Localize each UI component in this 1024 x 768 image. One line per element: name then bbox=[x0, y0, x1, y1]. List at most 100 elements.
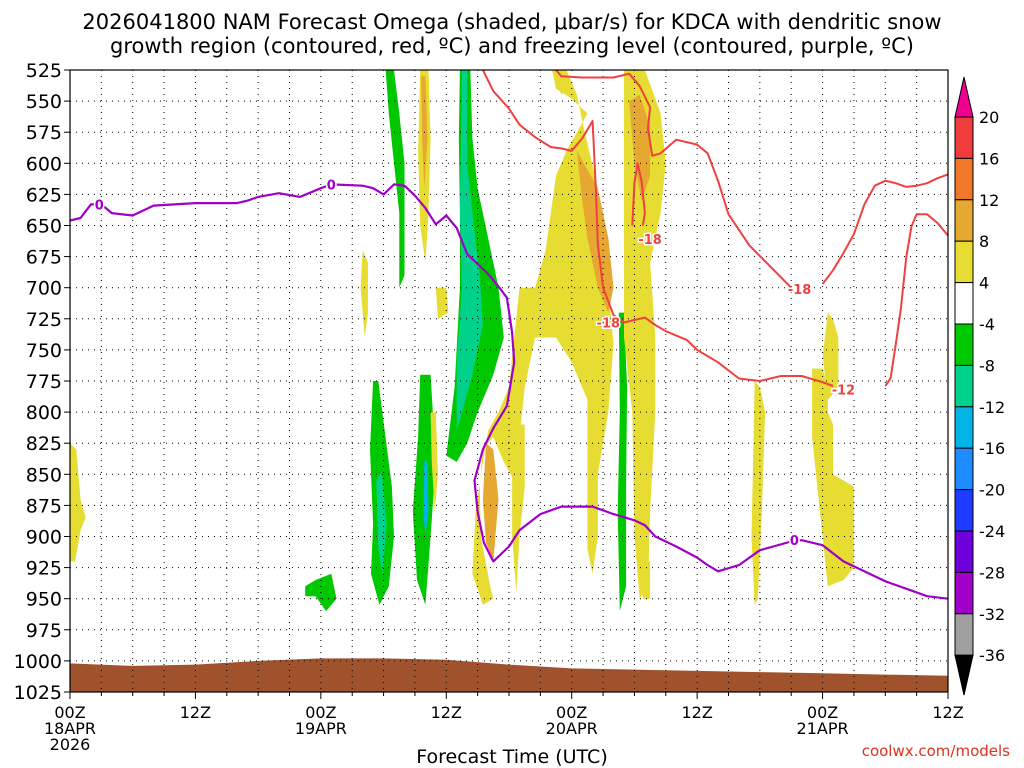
chart-title-line-2: growth region (contoured, red, ºC) and f… bbox=[110, 34, 914, 58]
colorbar-cap-top bbox=[954, 76, 974, 118]
colorbar-label: -8 bbox=[979, 356, 995, 375]
x-tick-label: 00Z bbox=[305, 703, 336, 722]
terrain-fill bbox=[70, 658, 948, 692]
omega-region-19 bbox=[435, 287, 449, 319]
colorbar: 20 16 12 8 4 -4 -8 -12 -16 -20 -24 -28 -32 -36 bbox=[954, 76, 1005, 696]
omega-region-13 bbox=[482, 443, 499, 562]
y-tick-label: 900 bbox=[26, 527, 62, 549]
colorbar-swatch bbox=[954, 489, 974, 532]
y-tick-label: 1000 bbox=[14, 651, 62, 673]
y-tick-label: 575 bbox=[26, 122, 62, 144]
colorbar-swatch bbox=[954, 116, 974, 159]
colorbar-swatch bbox=[954, 613, 974, 656]
colorbar-label: -20 bbox=[979, 481, 1005, 500]
colorbar-label: -12 bbox=[979, 398, 1005, 417]
isotherm-label: -18 bbox=[638, 233, 662, 248]
y-tick-label: 700 bbox=[26, 278, 62, 300]
x-tick-label: 12Z bbox=[932, 703, 963, 722]
colorbar-swatch bbox=[954, 240, 974, 284]
colorbar-label: -24 bbox=[979, 522, 1005, 541]
omega-region-11 bbox=[576, 150, 614, 313]
colorbar-swatch bbox=[954, 364, 974, 408]
isotherm-label: -18 bbox=[788, 283, 812, 298]
contour-lines bbox=[70, 70, 948, 600]
y-tick-label: 675 bbox=[26, 247, 62, 269]
colorbar-label: -28 bbox=[979, 563, 1005, 582]
omega-region-0 bbox=[385, 70, 405, 288]
isotherm-line-2 bbox=[631, 162, 646, 226]
omega-region-2 bbox=[456, 70, 483, 431]
colorbar-swatch bbox=[954, 571, 974, 615]
y-tick-label: 925 bbox=[26, 558, 62, 580]
y-tick-label: 525 bbox=[26, 60, 62, 82]
isotherm-line-1 bbox=[555, 70, 792, 289]
colorbar-label: -16 bbox=[979, 439, 1005, 458]
colorbar-label: 8 bbox=[979, 232, 989, 251]
contour-labels: -18 -18 -18 -12 0 0 0 bbox=[93, 177, 856, 551]
y-tick-label: 875 bbox=[26, 495, 62, 517]
y-tick-label: 775 bbox=[26, 371, 62, 393]
omega-region-6 bbox=[423, 461, 429, 537]
colorbar-label: 20 bbox=[979, 108, 999, 127]
y-axis: 525 550 575 600 625 650 675 700 725 750 775 800 825 8… bbox=[14, 60, 70, 704]
isotherm-line-4 bbox=[821, 173, 948, 285]
colorbar-label: -4 bbox=[979, 315, 995, 334]
x-tick-label: 00Z bbox=[807, 703, 838, 722]
colorbar-swatch bbox=[954, 406, 974, 449]
omega-shading bbox=[70, 70, 854, 612]
y-tick-label: 625 bbox=[26, 184, 62, 206]
credit-link[interactable]: coolwx.com/models bbox=[861, 742, 1010, 760]
y-tick-label: 975 bbox=[26, 620, 62, 642]
isotherm-label: -12 bbox=[832, 384, 856, 399]
colorbar-swatch bbox=[954, 199, 974, 242]
x-tick-label: 12Z bbox=[431, 703, 462, 722]
colorbar-swatch bbox=[954, 157, 974, 201]
y-tick-label: 600 bbox=[26, 153, 62, 175]
omega-region-20 bbox=[430, 412, 438, 512]
colorbar-label: 4 bbox=[979, 274, 989, 293]
omega-region-22 bbox=[812, 368, 854, 587]
colorbar-cap-bottom bbox=[954, 654, 974, 696]
freezing-level-line bbox=[70, 183, 948, 600]
y-tick-label: 850 bbox=[26, 464, 62, 486]
omega-region-17 bbox=[70, 443, 86, 562]
y-tick-label: 800 bbox=[26, 402, 62, 424]
x-tick-label: 20APR bbox=[546, 719, 598, 738]
y-tick-label: 725 bbox=[26, 309, 62, 331]
omega-region-25 bbox=[639, 561, 651, 599]
colorbar-swatch bbox=[954, 282, 974, 325]
omega-region-23 bbox=[822, 312, 839, 400]
isotherm-label: -18 bbox=[597, 317, 621, 332]
x-tick-label: 12Z bbox=[681, 703, 712, 722]
x-tick-label: 21APR bbox=[797, 719, 849, 738]
colorbar-swatch bbox=[954, 323, 974, 366]
freezing-level-label: 0 bbox=[327, 178, 336, 193]
y-tick-label: 750 bbox=[26, 340, 62, 362]
colorbar-label: 16 bbox=[979, 149, 999, 168]
omega-region-4 bbox=[376, 471, 387, 574]
omega-region-12 bbox=[629, 94, 651, 201]
x-tick-label: 18APR bbox=[44, 719, 96, 738]
colorbar-label: 12 bbox=[979, 191, 999, 210]
isotherm-line-3 bbox=[623, 316, 834, 387]
y-tick-label: 550 bbox=[26, 91, 62, 113]
y-tick-label: 650 bbox=[26, 216, 62, 238]
x-tick-label: 2026 bbox=[50, 735, 91, 754]
x-tick-label: 19APR bbox=[295, 719, 347, 738]
y-tick-label: 825 bbox=[26, 433, 62, 455]
omega-region-18 bbox=[360, 250, 368, 338]
colorbar-label: -32 bbox=[979, 605, 1005, 624]
isotherm-line-5 bbox=[884, 213, 948, 387]
x-tick-label: 00Z bbox=[556, 703, 587, 722]
grid-lines bbox=[70, 69, 948, 693]
x-tick-label: 00Z bbox=[54, 703, 85, 722]
freezing-level-label: 0 bbox=[95, 198, 104, 213]
chart-title-line-1: 2026041800 NAM Forecast Omega (shaded, μ… bbox=[82, 10, 942, 34]
freezing-level-label: 0 bbox=[790, 534, 799, 549]
colorbar-swatch bbox=[954, 530, 974, 573]
colorbar-swatch bbox=[954, 447, 974, 491]
omega-region-7 bbox=[617, 312, 628, 612]
colorbar-label: -36 bbox=[979, 646, 1005, 665]
